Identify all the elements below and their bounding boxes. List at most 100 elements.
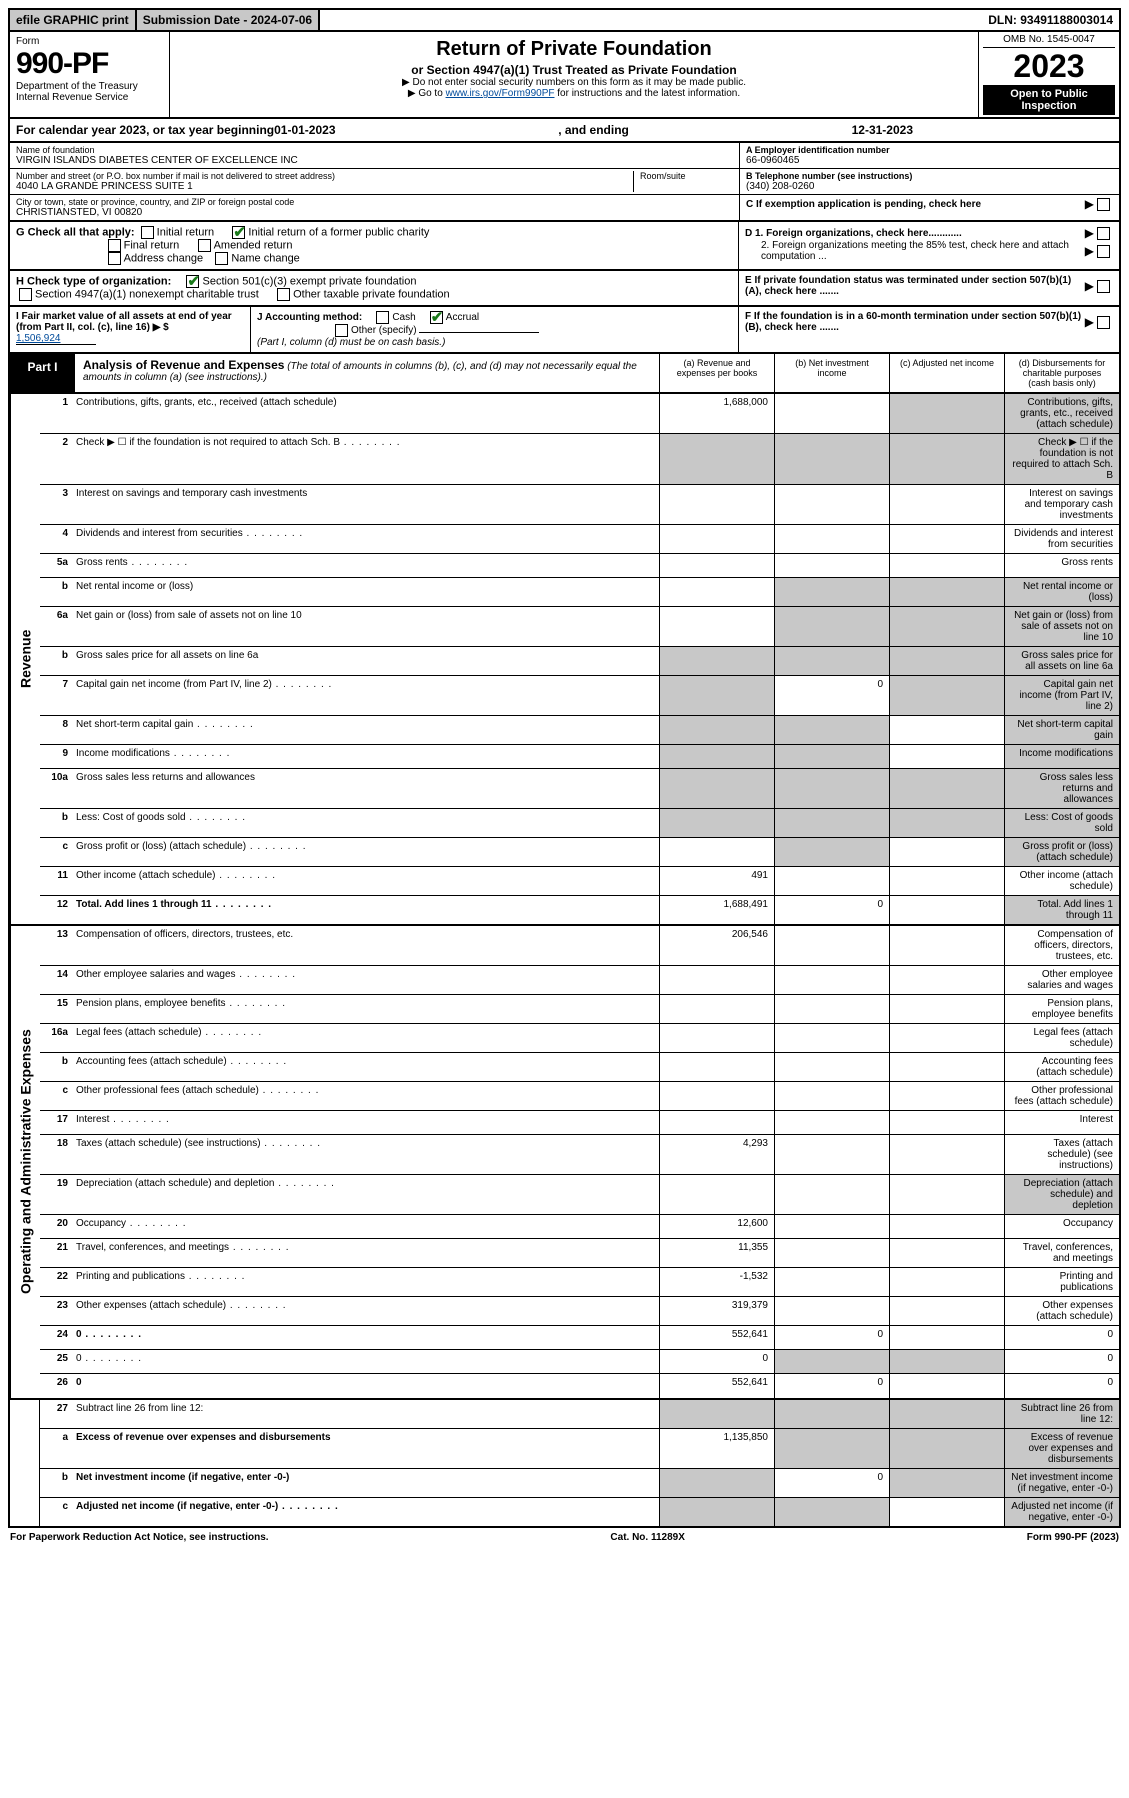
footer-mid: Cat. No. 11289X — [610, 1532, 684, 1543]
fmv-value[interactable]: 1,506,924 — [16, 333, 96, 345]
checkbox-c[interactable] — [1097, 198, 1110, 211]
table-row: bGross sales price for all assets on lin… — [40, 647, 1119, 676]
col-b-value — [774, 966, 889, 994]
col-a-value — [659, 716, 774, 744]
row-description: Net rental income or (loss) — [72, 578, 659, 606]
checkbox-e[interactable] — [1097, 280, 1110, 293]
col-b-value — [774, 995, 889, 1023]
irs-link[interactable]: www.irs.gov/Form990PF — [446, 88, 555, 99]
checkbox-d1[interactable] — [1097, 227, 1110, 240]
col-c-value — [889, 716, 1004, 744]
row-description: Accounting fees (attach schedule) — [72, 1053, 659, 1081]
col-a-value — [659, 1400, 774, 1428]
col-d-value: Depreciation (attach schedule) and deple… — [1004, 1175, 1119, 1214]
table-row: 13Compensation of officers, directors, t… — [40, 926, 1119, 966]
col-c-value — [889, 1135, 1004, 1174]
col-d-value: Gross sales less returns and allowances — [1004, 769, 1119, 808]
table-row: c Adjusted net income (if negative, enter… — [40, 1498, 1119, 1526]
col-a-value — [659, 525, 774, 553]
col-d-value: Less: Cost of goods sold — [1004, 809, 1119, 837]
col-b-header: (b) Net investment income — [774, 354, 889, 392]
table-row: 240552,64100 — [40, 1326, 1119, 1350]
street-address: 4040 LA GRANDE PRINCESS SUITE 1 — [16, 181, 633, 192]
col-c-value — [889, 394, 1004, 433]
col-c-value — [889, 1374, 1004, 1398]
col-c-value — [889, 809, 1004, 837]
row-description: Net investment income (if negative, ente… — [72, 1469, 659, 1497]
col-a-value — [659, 995, 774, 1023]
checkbox-501c3[interactable] — [186, 275, 199, 288]
col-c-value — [889, 1111, 1004, 1134]
checkbox-name-change[interactable] — [215, 252, 228, 265]
col-d-value: Subtract line 26 from line 12: — [1004, 1400, 1119, 1428]
col-b-value: 0 — [774, 1326, 889, 1349]
checkbox-initial-former[interactable] — [232, 226, 245, 239]
table-row: 8Net short-term capital gainNet short-te… — [40, 716, 1119, 745]
col-c-value — [889, 1400, 1004, 1428]
col-a-value — [659, 1053, 774, 1081]
checkbox-initial-return[interactable] — [141, 226, 154, 239]
table-row: bLess: Cost of goods soldLess: Cost of g… — [40, 809, 1119, 838]
col-d-value: Adjusted net income (if negative, enter … — [1004, 1498, 1119, 1526]
row-number: b — [40, 1469, 72, 1497]
submission-date: Submission Date - 2024-07-06 — [135, 10, 320, 30]
col-d-value: 0 — [1004, 1374, 1119, 1398]
table-row: cGross profit or (loss) (attach schedule… — [40, 838, 1119, 867]
row-number: b — [40, 1053, 72, 1081]
row-description: Other expenses (attach schedule) — [72, 1297, 659, 1325]
row-number: 13 — [40, 926, 72, 965]
checkbox-address-change[interactable] — [108, 252, 121, 265]
col-d-value: Net short-term capital gain — [1004, 716, 1119, 744]
col-c-value — [889, 1268, 1004, 1296]
col-b-value — [774, 1024, 889, 1052]
row-number: b — [40, 647, 72, 675]
col-c-value — [889, 554, 1004, 577]
col-d-value: 0 — [1004, 1326, 1119, 1349]
table-row: 27Subtract line 26 from line 12:Subtract… — [40, 1400, 1119, 1429]
col-d-value: Legal fees (attach schedule) — [1004, 1024, 1119, 1052]
row-number: 22 — [40, 1268, 72, 1296]
col-c-value — [889, 867, 1004, 895]
row-number: 23 — [40, 1297, 72, 1325]
row-number: c — [40, 1498, 72, 1526]
row-number: 2 — [40, 434, 72, 484]
row-number: 19 — [40, 1175, 72, 1214]
note-link-row: ▶ Go to www.irs.gov/Form990PF for instru… — [178, 88, 970, 99]
section-h: H Check type of organization: Section 50… — [10, 271, 739, 305]
col-c-value — [889, 1297, 1004, 1325]
expenses-label: Operating and Administrative Expenses — [10, 926, 40, 1398]
checkbox-d2[interactable] — [1097, 245, 1110, 258]
form-title: Return of Private Foundation — [178, 38, 970, 61]
row-description: Net short-term capital gain — [72, 716, 659, 744]
table-row: 9Income modificationsIncome modification… — [40, 745, 1119, 769]
checkbox-amended-return[interactable] — [198, 239, 211, 252]
col-b-value: 0 — [774, 896, 889, 924]
row-number: 8 — [40, 716, 72, 744]
top-bar: efile GRAPHIC print Submission Date - 20… — [8, 8, 1121, 32]
ein-value: 66-0960465 — [746, 155, 1113, 166]
room-label: Room/suite — [640, 171, 733, 181]
checkbox-final-return[interactable] — [108, 239, 121, 252]
checkbox-other-method[interactable] — [335, 324, 348, 337]
col-a-value — [659, 1111, 774, 1134]
col-a-value — [659, 647, 774, 675]
revenue-table: Revenue 1Contributions, gifts, grants, e… — [8, 394, 1121, 926]
col-d-value: Travel, conferences, and meetings — [1004, 1239, 1119, 1267]
table-row: 12Total. Add lines 1 through 111,688,491… — [40, 896, 1119, 924]
header-left: Form 990-PF Department of the Treasury I… — [10, 32, 170, 117]
checkbox-cash[interactable] — [376, 311, 389, 324]
checkbox-4947[interactable] — [19, 288, 32, 301]
final-rows: 27Subtract line 26 from line 12:Subtract… — [40, 1400, 1119, 1526]
col-b-value — [774, 1082, 889, 1110]
checkbox-f[interactable] — [1097, 316, 1110, 329]
col-c-value — [889, 525, 1004, 553]
phone-cell: B Telephone number (see instructions) (3… — [740, 169, 1119, 195]
checkbox-other-taxable[interactable] — [277, 288, 290, 301]
row-number: 26 — [40, 1374, 72, 1398]
col-d-value: 0 — [1004, 1350, 1119, 1373]
phone-value: (340) 208-0260 — [746, 181, 1113, 192]
col-c-value — [889, 676, 1004, 715]
checkbox-accrual[interactable] — [430, 311, 443, 324]
col-b-value — [774, 485, 889, 524]
header-right: OMB No. 1545-0047 2023 Open to Public In… — [979, 32, 1119, 117]
